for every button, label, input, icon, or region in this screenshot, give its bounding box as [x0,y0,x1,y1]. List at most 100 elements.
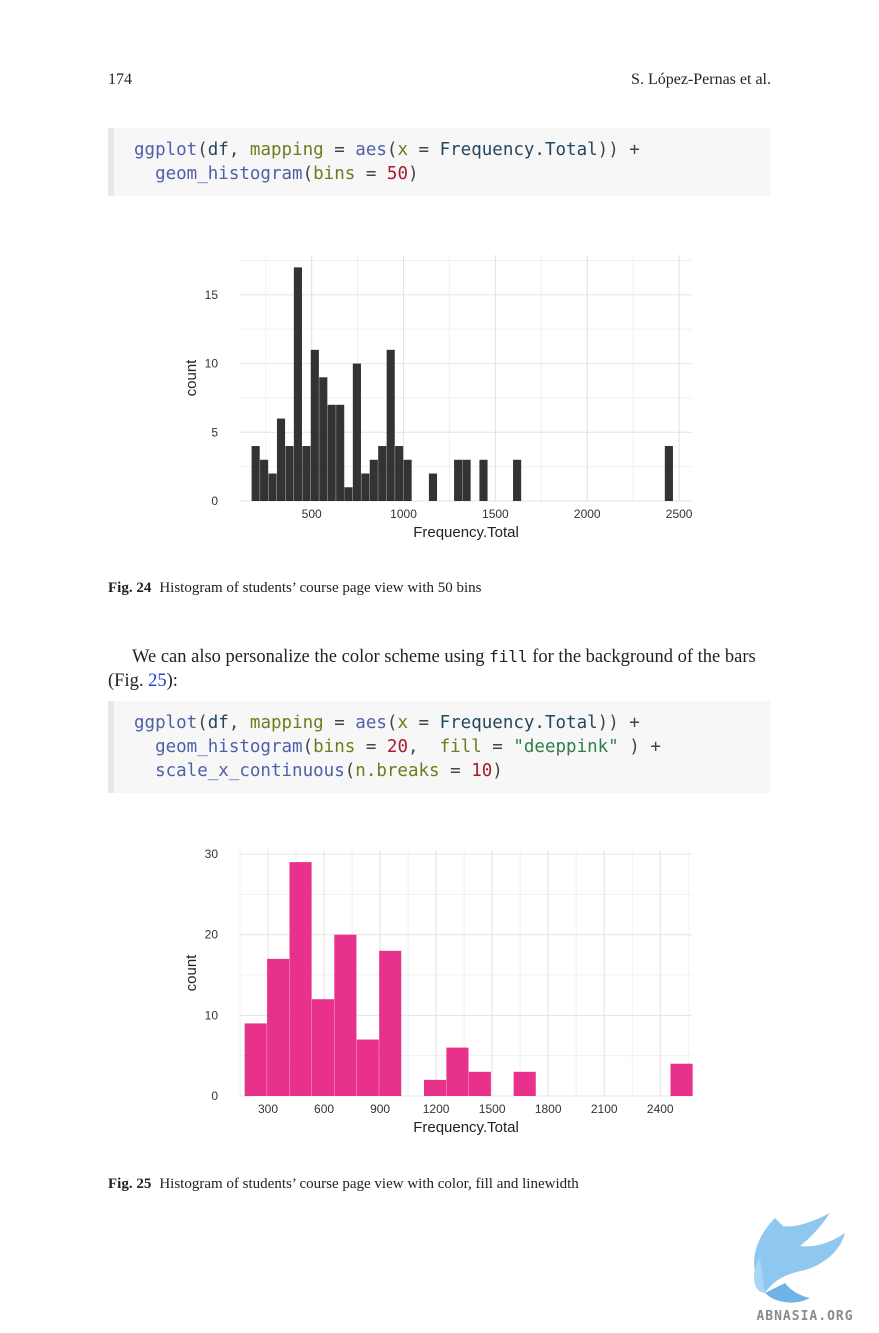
code-token: 20 [386,737,408,757]
code-token: aes [355,140,387,160]
code-token: n.breaks [355,761,440,781]
x-tick-label: 1000 [390,507,417,521]
code-token: aes [355,713,387,733]
histogram-bar [513,1071,536,1096]
histogram-bar [446,1047,469,1096]
histogram-bar [670,1063,693,1096]
histogram-bar [428,473,438,501]
histogram-bar [379,950,402,1096]
griffin-logo-icon: ABNASIA.ORG [753,1213,853,1324]
code-token: , [228,140,250,160]
y-tick-label: 30 [205,847,219,861]
histogram-bar [356,1039,379,1096]
x-tick-label: 1800 [535,1102,562,1116]
code-token: ( [344,761,356,781]
figure-reference-link[interactable]: 25 [148,671,167,691]
figure-label: Fig. 25 [108,1176,152,1192]
histogram-bar [310,349,319,501]
histogram-bar [479,459,488,501]
y-axis-title: count [183,954,200,992]
code-token: 50 [386,164,408,184]
code-token: ( [197,140,208,160]
inline-code: fill [489,647,528,666]
histogram-bar [352,363,361,501]
x-tick-label: 1500 [482,507,509,521]
x-tick-label: 1500 [479,1102,506,1116]
code-token: = [323,140,356,160]
x-axis-title: Frequency.Total [413,1119,519,1136]
y-tick-label: 0 [211,494,218,508]
histogram-bar [513,459,522,501]
x-tick-label: 1200 [423,1102,450,1116]
paragraph-text: We can also personalize the color scheme… [132,647,490,667]
histogram-bar [260,459,269,501]
histogram-svg-1: 500 1000 1500 2000 2500 0 5 10 15 Frequency.Total… [183,255,693,541]
histogram-bar [403,459,412,501]
x-tick-label: 2100 [591,1102,618,1116]
histogram-bar [423,1079,447,1096]
code-token: ) [492,761,503,781]
code-token: ( [386,140,398,160]
page-number: 174 [108,71,132,88]
y-tick-label: 20 [205,928,219,942]
code-token: , [407,737,440,757]
code-line: ggplot(df, mapping = aes(x = Frequency.T… [134,138,770,162]
figure-caption-text: Histogram of students’ course page view … [159,1176,579,1192]
y-tick-label: 5 [211,425,218,439]
code-token: df [207,140,229,160]
x-tick-label: 500 [302,507,322,521]
code-line: ggplot(df, mapping = aes(x = Frequency.T… [134,711,770,735]
code-indent [134,761,155,781]
code-token: ggplot [134,140,198,160]
code-token: = [355,737,387,757]
running-header-authors: S. López-Pernas et al. [631,71,771,88]
code-token: "deeppink" [513,737,619,757]
code-indent [134,164,155,184]
code-line: geom_histogram(bins = 20, fill = "deeppi… [134,735,770,759]
code-token: ( [197,713,208,733]
histogram-bar [462,459,471,501]
y-axis-title: count [183,359,200,397]
figure-24-caption: Fig. 24 Histogram of students’ course pag… [108,580,482,597]
code-token: mapping [249,713,324,733]
histogram-bar [361,473,370,501]
x-tick-label: 2400 [647,1102,674,1116]
code-indent [134,737,155,757]
histogram-bar [268,473,277,501]
code-token: , [228,713,250,733]
code-token: scale_x_continuous [155,761,345,781]
histogram-bar [344,487,353,501]
histogram-bar [251,446,260,501]
code-token: = [408,140,440,160]
histogram-bar [311,999,335,1096]
code-token: x [397,140,408,160]
code-token: 10 [471,761,493,781]
histogram-chart-1: 500 1000 1500 2000 2500 0 5 10 15 Frequency.Total… [180,245,710,560]
x-tick-label: 600 [314,1102,334,1116]
figure-label: Fig. 24 [108,580,152,596]
code-token: geom_histogram [155,164,303,184]
code-token: geom_histogram [155,737,303,757]
code-line: geom_histogram(bins = 50) [134,162,770,186]
code-token: bins [313,737,356,757]
y-tick-label: 0 [211,1089,218,1103]
histogram-bar [334,934,357,1096]
code-token: ( [302,737,314,757]
x-tick-label: 900 [370,1102,390,1116]
histogram-svg-2: 300 600 900 1200 1500 1800 2100 2400 0 10 20 30 Freq… [183,847,693,1136]
histogram-bar [454,459,463,501]
body-paragraph: We can also personalize the color scheme… [108,645,772,693]
code-token: = [481,737,514,757]
code-line: scale_x_continuous(n.breaks = 10) [134,759,770,783]
code-token: bins [313,164,356,184]
code-token: Frequency.Total [439,713,598,733]
x-tick-label: 2000 [574,507,601,521]
histogram-bar [244,1023,267,1096]
paragraph-text: for the background of the bars (Fig. [108,647,756,691]
figure-25-caption: Fig. 25 Histogram of students’ course pag… [108,1176,579,1193]
watermark-text: ABNASIA.ORG [756,1309,853,1324]
histogram-bar [276,418,286,501]
histogram-bar [327,404,336,501]
y-tick-label: 10 [205,357,219,371]
histogram-bar [369,459,378,501]
